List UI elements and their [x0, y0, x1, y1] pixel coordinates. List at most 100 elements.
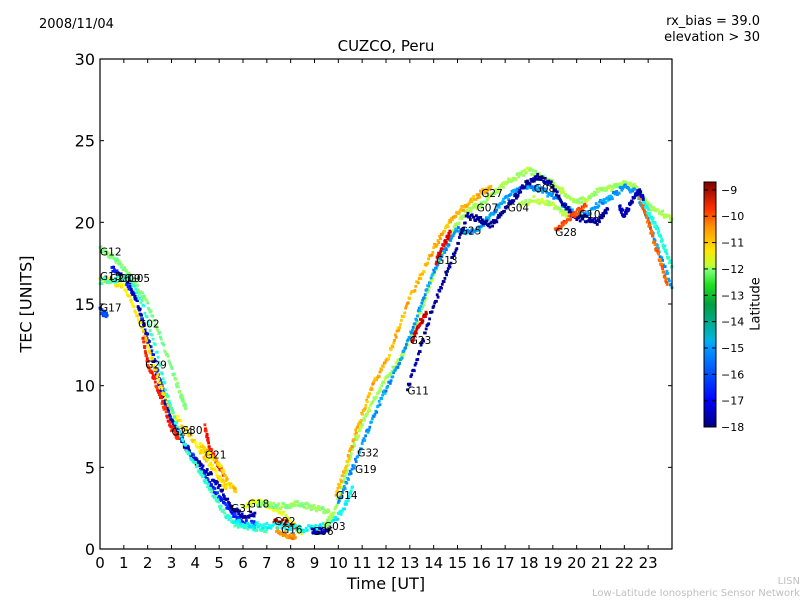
data-point [604, 200, 607, 204]
data-point [162, 389, 166, 393]
data-point [665, 269, 669, 273]
data-point [163, 405, 167, 409]
data-point [277, 502, 281, 506]
data-point [439, 255, 443, 259]
data-point [114, 261, 118, 264]
data-point [638, 201, 642, 204]
data-point [204, 478, 208, 482]
data-point [253, 526, 256, 529]
data-point [354, 428, 358, 432]
data-point [404, 306, 407, 310]
satellite-label-g17: G17 [100, 302, 122, 314]
data-point [353, 464, 356, 468]
data-point [513, 194, 517, 198]
data-point [415, 327, 419, 331]
data-point [249, 525, 252, 528]
data-point [100, 282, 104, 285]
data-point [420, 301, 424, 305]
data-point [155, 386, 159, 389]
data-point [543, 181, 546, 184]
data-point [201, 464, 205, 468]
data-point [162, 343, 166, 347]
x-tick-label: 19 [543, 554, 562, 572]
data-point [205, 448, 209, 452]
data-point [194, 461, 198, 464]
data-point [400, 356, 404, 360]
data-point [244, 505, 248, 509]
data-point [581, 196, 584, 200]
data-point [567, 214, 571, 218]
data-point [425, 288, 429, 291]
data-point [483, 188, 487, 192]
data-point [382, 389, 386, 393]
data-point [197, 469, 201, 472]
data-point [208, 486, 212, 490]
data-point [667, 277, 670, 281]
data-point [548, 201, 551, 204]
data-point [545, 191, 549, 194]
data-point [268, 524, 271, 527]
data-point [639, 190, 643, 194]
data-point [602, 214, 605, 218]
data-point [455, 247, 459, 250]
data-point [161, 395, 165, 399]
data-point [559, 227, 563, 230]
data-point [223, 483, 227, 486]
data-point [545, 177, 549, 181]
data-point [335, 489, 339, 493]
data-point [656, 244, 659, 247]
data-point [280, 512, 284, 516]
data-point [469, 232, 473, 235]
data-point [304, 506, 308, 510]
data-point [366, 410, 370, 413]
data-point [644, 198, 647, 201]
data-point [314, 530, 318, 534]
satellite-label-g25: G25 [460, 226, 482, 238]
x-tick-label: 13 [400, 554, 419, 572]
data-point [390, 369, 394, 373]
data-point [664, 277, 668, 281]
data-point [176, 426, 180, 429]
data-point [280, 505, 284, 509]
data-point [141, 320, 145, 323]
data-point [312, 528, 316, 532]
data-point [117, 262, 121, 266]
data-point [216, 498, 220, 501]
data-point [472, 203, 476, 207]
data-point [434, 244, 438, 248]
data-point [534, 170, 538, 173]
data-point [371, 417, 374, 421]
data-point [194, 457, 198, 460]
data-point [367, 428, 371, 432]
data-point [460, 205, 464, 208]
data-point [651, 216, 655, 220]
data-point [206, 478, 210, 482]
data-point [215, 459, 218, 462]
data-point [225, 477, 229, 481]
data-point [145, 357, 149, 361]
data-point [655, 224, 659, 228]
data-point [350, 445, 354, 449]
data-point [488, 194, 492, 197]
data-point [278, 521, 282, 524]
data-point [585, 199, 589, 203]
data-point [391, 375, 395, 379]
data-point [200, 470, 203, 474]
y-tick-label: 25 [75, 132, 95, 151]
data-point [112, 278, 116, 282]
data-point [113, 259, 117, 262]
data-point [271, 506, 274, 509]
data-point [649, 208, 653, 212]
data-point [507, 202, 511, 205]
data-point [127, 275, 130, 278]
data-point [669, 260, 673, 264]
data-point [234, 515, 238, 519]
data-point [569, 214, 573, 218]
data-point [459, 215, 463, 218]
data-point [142, 323, 146, 327]
data-point [436, 255, 439, 259]
data-point [489, 185, 493, 188]
data-point [627, 207, 631, 211]
data-point [176, 414, 179, 418]
data-point [205, 435, 208, 439]
